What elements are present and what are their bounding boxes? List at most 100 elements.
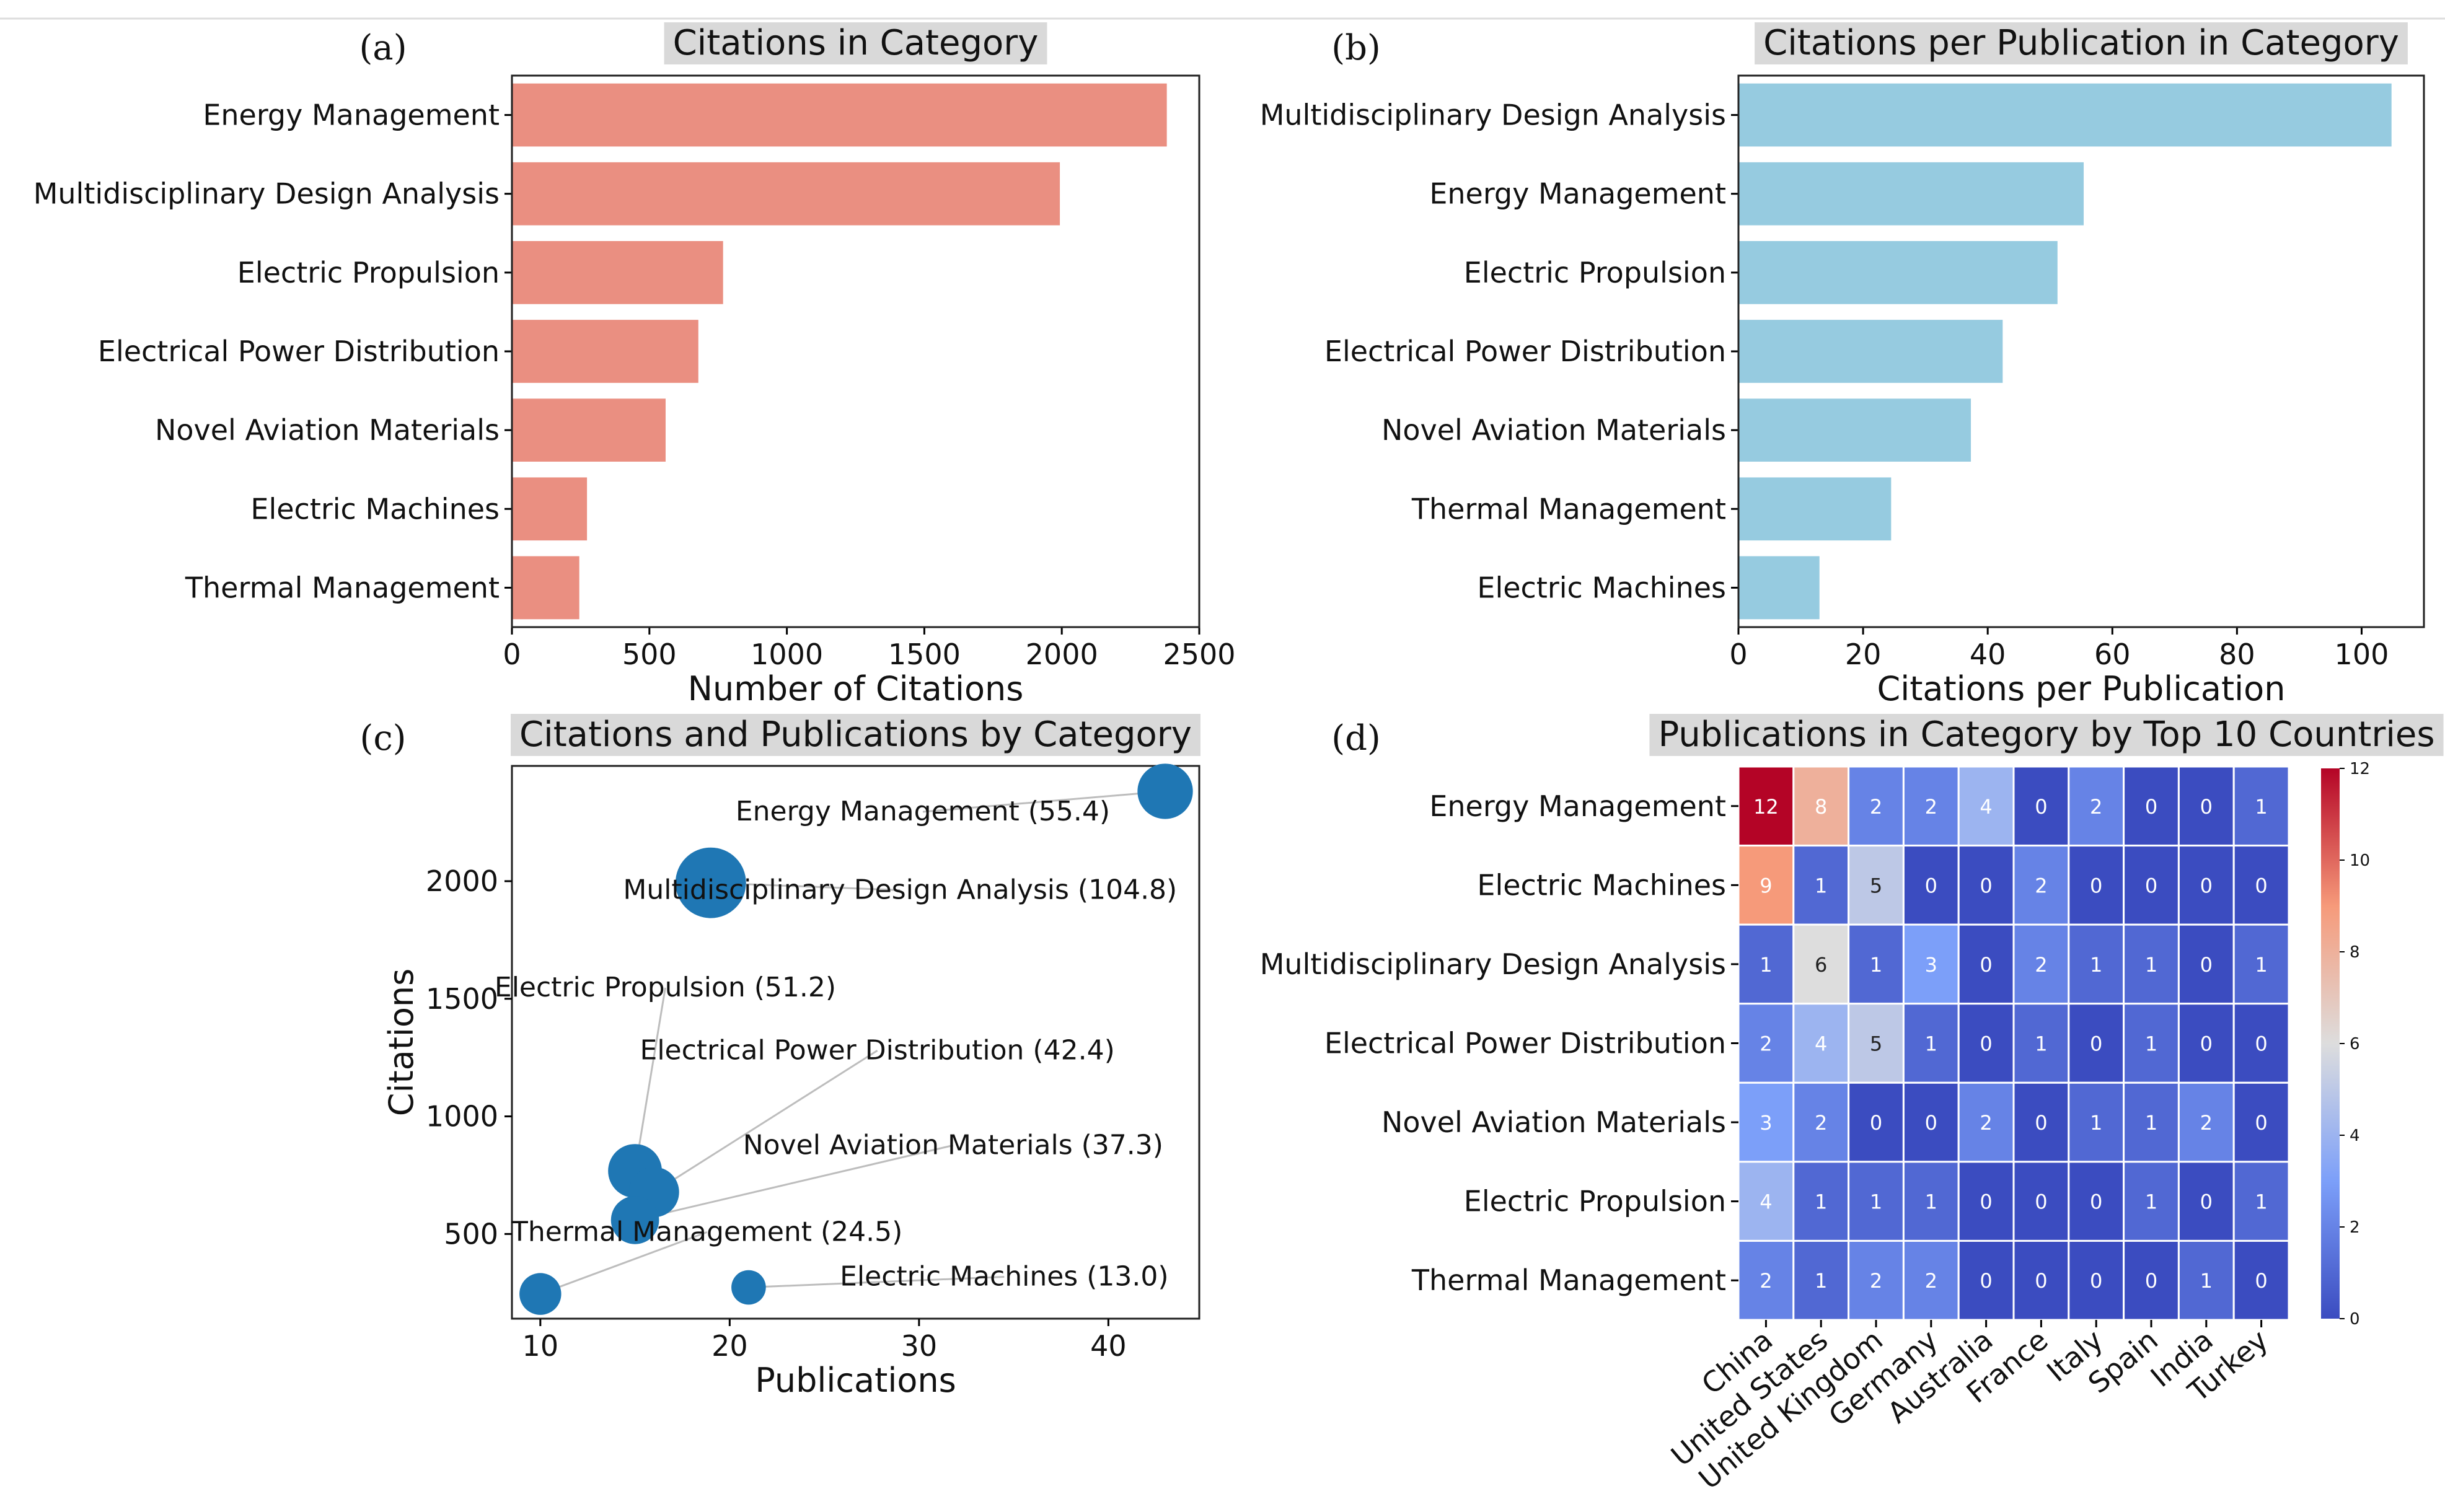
panel-d-cell-value: 0 [2090, 1032, 2102, 1056]
panel-a-bar-electrical-power-distribution [512, 320, 698, 383]
panel-c-point-multidisciplinary-design-analysis [675, 847, 746, 918]
panel-d-cell-value: 0 [1925, 874, 1937, 897]
panel-b-category-label: Electric Machines [1477, 571, 1726, 604]
panel-b-citations-per-publication-bar-chart: Multidisciplinary Design Analysis Energy … [1260, 22, 2425, 708]
panel-d-colorbar-tick-label: 12 [2350, 760, 2370, 778]
panel-d-cell-value: 0 [2145, 874, 2157, 897]
panel-d-cell-novel-aviation-materials-australia [1957, 1081, 2015, 1163]
panel-d-cell-value: 1 [2255, 953, 2267, 977]
panel-b-bar-multidisciplinary-design-analysis [1738, 83, 2392, 147]
panel-a-axes-frame [511, 74, 1200, 628]
panel-a-xtick-label: 2500 [1163, 638, 1235, 671]
panel-c-point-label-electrical-power-distribution: Electrical Power Distribution (42.4) [640, 1034, 1115, 1066]
panel-d-cell-electrical-power-distribution-india [2177, 1003, 2235, 1084]
panel-d-cell-value: 8 [1815, 795, 1827, 819]
panel-d-colorbar [2321, 768, 2340, 1319]
panel-d-cell-electric-machines-china [1737, 845, 1795, 926]
panel-c-point-label-thermal-management: Thermal Management (24.5) [511, 1216, 902, 1247]
panel-b-xtick-label: 40 [1970, 638, 2006, 671]
panel-d-cell-multidisciplinary-design-analysis-italy [2068, 923, 2125, 1005]
panel-c-leader-line-electric-machines [748, 1275, 1005, 1289]
panel-d-cell-multidisciplinary-design-analysis-united-kingdom [1848, 923, 1905, 1005]
panel-d-cell-value: 0 [2255, 1032, 2267, 1056]
panel-c-leader-line-novel-aviation-materials [635, 1144, 954, 1221]
panel-d-cell-value: 4 [1815, 1032, 1827, 1056]
panel-b-category-label: Thermal Management [1411, 492, 1726, 525]
panel-c-xtick-label: 10 [522, 1329, 559, 1363]
panel-b-xtick-label: 20 [1845, 638, 1882, 671]
panel-b-xtick-label: 0 [1729, 638, 1747, 671]
panel-a-xtick-label: 2000 [1026, 638, 1098, 671]
panel-d-cell-energy-management-spain [2123, 765, 2180, 847]
panel-a-title-background [664, 22, 1047, 64]
panel-c-point-label-electric-propulsion: Electric Propulsion (51.2) [495, 972, 836, 1003]
panel-b-category-label: Energy Management [1429, 177, 1726, 211]
panel-d-cell-value: 0 [2035, 1269, 2047, 1293]
panel-letter-c: (c) [359, 718, 406, 758]
panel-d-cell-value: 0 [2200, 1190, 2213, 1214]
panel-d-cell-value: 1 [1925, 1190, 1937, 1214]
panel-d-cell-electric-machines-united-kingdom [1848, 845, 1905, 926]
panel-c-citations-publications-scatter: Energy Management (55.4) Multidisciplinar… [382, 714, 1200, 1400]
panel-c-y-axis-label: Citations [382, 969, 421, 1117]
panel-d-cell-electrical-power-distribution-italy [2068, 1003, 2125, 1084]
panel-d-cell-value: 1 [2145, 1111, 2157, 1135]
panel-d-cell-novel-aviation-materials-france [2012, 1081, 2070, 1163]
panel-d-cell-value: 1 [2200, 1269, 2213, 1293]
panel-d-cell-value: 2 [1925, 795, 1937, 819]
panel-d-cell-value: 1 [1870, 953, 1882, 977]
panel-d-cell-value: 5 [1870, 874, 1882, 897]
panel-c-title: Citations and Publications by Category [519, 714, 1192, 755]
panel-c-ytick-label: 500 [444, 1217, 498, 1250]
panel-d-cell-value: 0 [1980, 1032, 1992, 1056]
panel-d-cell-value: 0 [1980, 953, 1992, 977]
panel-d-cell-value: 1 [2145, 1032, 2157, 1056]
panel-d-cell-value: 0 [2090, 1190, 2102, 1214]
panel-d-cell-value: 0 [2255, 874, 2267, 897]
panel-d-cell-value: 0 [2035, 795, 2047, 819]
panel-d-cell-electric-machines-united-states [1792, 845, 1850, 926]
panel-d-cell-value: 1 [2255, 1190, 2267, 1214]
panel-d-cell-electrical-power-distribution-china [1737, 1003, 1795, 1084]
panel-b-xtick-label: 60 [2094, 638, 2131, 671]
panel-d-row-label-thermal-management: Thermal Management [1411, 1264, 1726, 1297]
panel-d-cell-value: 0 [2200, 1032, 2213, 1056]
panel-b-bar-electrical-power-distribution [1738, 320, 2003, 383]
panel-d-cell-value: 0 [2035, 1111, 2047, 1135]
panel-d-cell-value: 1 [1925, 1032, 1937, 1056]
panel-a-category-label: Thermal Management [185, 571, 500, 604]
panel-d-cell-value: 1 [2035, 1032, 2047, 1056]
panel-d-cell-thermal-management-china [1737, 1239, 1795, 1321]
panel-c-ytick-label: 2000 [426, 864, 498, 898]
panel-d-cell-electric-propulsion-turkey [2232, 1161, 2290, 1242]
panel-c-point-label-multidisciplinary-design-analysis: Multidisciplinary Design Analysis (104.8… [623, 874, 1177, 905]
panel-d-cell-value: 2 [1980, 1111, 1992, 1135]
panel-d-cell-electric-machines-germany [1902, 845, 1960, 926]
panel-d-cell-value: 1 [2145, 953, 2157, 977]
panel-d-cell-value: 3 [1925, 953, 1937, 977]
panel-d-row-label-novel-aviation-materials: Novel Aviation Materials [1381, 1105, 1726, 1139]
panel-b-title-background [1755, 22, 2408, 64]
panel-d-cell-novel-aviation-materials-turkey [2232, 1081, 2290, 1163]
panel-d-cell-value: 2 [2035, 874, 2047, 897]
panel-letter-d: (d) [1331, 718, 1381, 758]
panel-d-cell-thermal-management-india [2177, 1239, 2235, 1321]
panel-d-cell-novel-aviation-materials-germany [1902, 1081, 1960, 1163]
panel-a-bar-electric-propulsion [512, 241, 723, 304]
panel-d-cell-value: 0 [2145, 795, 2157, 819]
panel-d-cell-value: 4 [1980, 795, 1992, 819]
panel-d-cell-value: 0 [2090, 874, 2102, 897]
panel-c-point-thermal-management [519, 1273, 562, 1315]
panel-c-xtick-label: 20 [711, 1329, 748, 1363]
panel-d-cell-electric-machines-turkey [2232, 845, 2290, 926]
panel-a-bar-novel-aviation-materials [512, 398, 666, 462]
panel-b-x-axis-label: Citations per Publication [1877, 669, 2286, 708]
panel-a-xtick-label: 1000 [751, 638, 823, 671]
panel-c-x-axis-label: Publications [755, 1361, 956, 1400]
panel-d-row-label-electric-machines: Electric Machines [1477, 868, 1726, 902]
panel-d-row-label-electric-propulsion: Electric Propulsion [1464, 1185, 1726, 1218]
panel-d-row-label-energy-management: Energy Management [1429, 789, 1726, 823]
panel-d-cell-value: 0 [1980, 1190, 1992, 1214]
panel-c-ytick-label: 1000 [426, 1100, 498, 1133]
